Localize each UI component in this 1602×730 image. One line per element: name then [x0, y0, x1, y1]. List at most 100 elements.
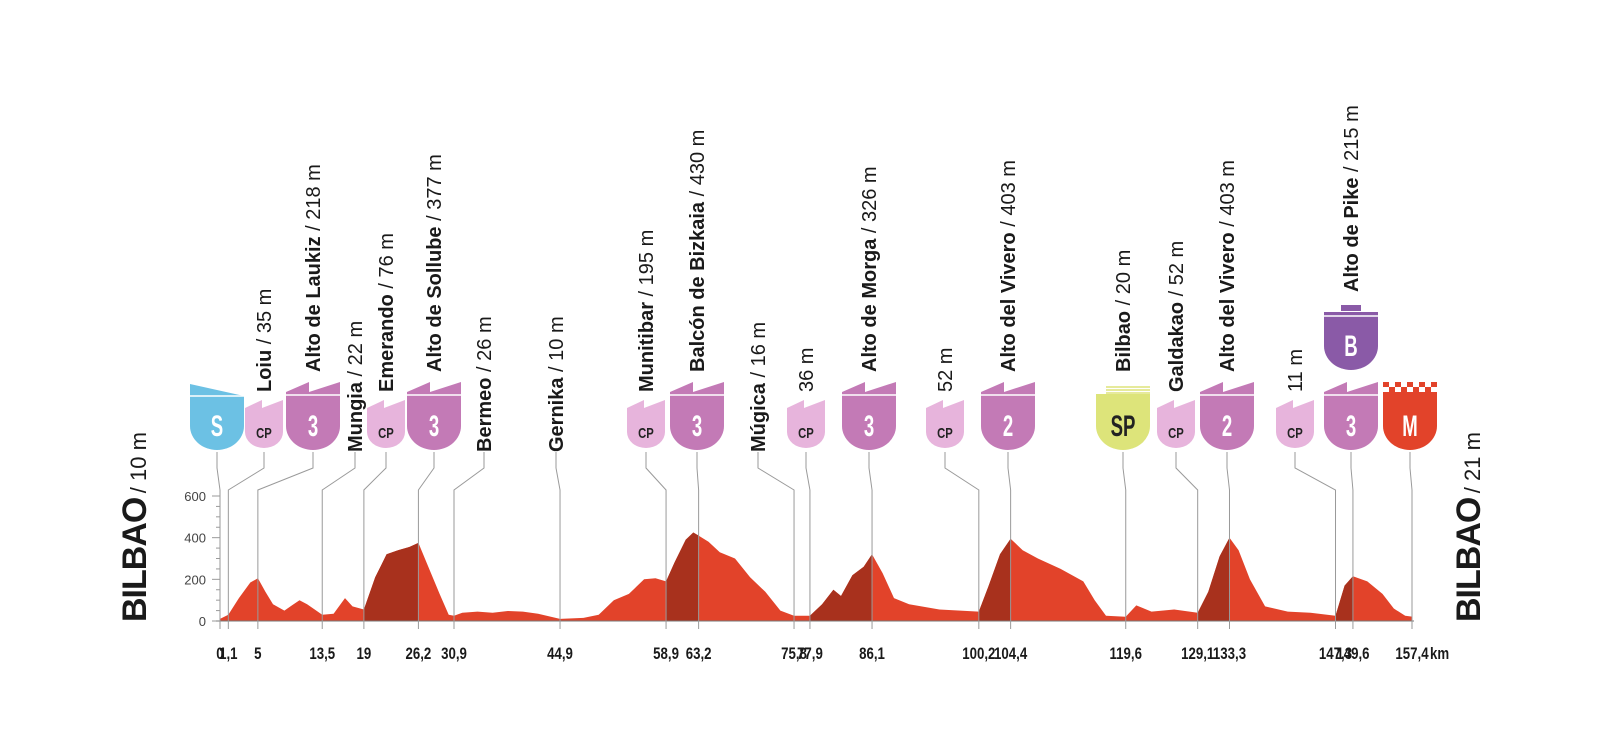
- waypoint-altitude: / 26 m: [474, 316, 496, 372]
- waypoint-altitude: / 218 m: [303, 164, 325, 231]
- waypoint-name: Alto de Sollube: [424, 221, 446, 372]
- badge-label: 3: [864, 410, 874, 444]
- waypoint-name: Alto de Morga: [859, 233, 881, 372]
- waypoint-label: Alto del Vivero / 403 m: [1217, 160, 1239, 372]
- leader-line: [868, 452, 873, 621]
- waypoint-altitude: / 403 m: [998, 160, 1020, 227]
- waypoint-label: Bilbao / 20 m: [1113, 250, 1135, 372]
- leader-line: [227, 452, 265, 621]
- waypoint-label: 52 m: [935, 348, 957, 392]
- checkpoint-badge-label: CP: [937, 424, 953, 441]
- climb-shaded-section: [978, 538, 1011, 621]
- x-tick-label: 77,9: [797, 645, 823, 664]
- leader-line: [321, 452, 356, 621]
- badge-label: M: [1402, 410, 1417, 444]
- elevation-profile-area: [220, 532, 1412, 621]
- finish-checker-square: [1395, 382, 1401, 387]
- x-tick-label: 157,4: [1395, 645, 1429, 664]
- checkpoint-badge-label: CP: [378, 424, 394, 441]
- waypoint-name: Alto de Pike: [1341, 172, 1363, 292]
- waypoint-altitude: / 16 m: [748, 322, 770, 378]
- x-tick-label: 100,2: [962, 645, 995, 664]
- x-tick-label: 129,1: [1181, 645, 1215, 664]
- waypoint-name: Alto de Laukiz: [303, 231, 325, 372]
- checkpoint-badge: [1157, 400, 1195, 448]
- leader-line: [805, 452, 811, 621]
- waypoint-name: Balcón de Bizkaia: [687, 196, 709, 372]
- waypoint-name: Emerando: [376, 289, 398, 392]
- bonus-badge: [1324, 312, 1378, 370]
- leader-line: [555, 452, 561, 621]
- waypoint-label: Alto de Sollube / 377 m: [424, 154, 446, 372]
- x-unit-label: km: [1430, 645, 1449, 664]
- checkpoint-badge-label: CP: [1168, 424, 1184, 441]
- leader-line: [1350, 452, 1354, 621]
- x-tick-label: 0: [216, 645, 223, 664]
- x-tick-label: 1,1: [219, 645, 238, 664]
- waypoint-label: Emerando / 76 m: [376, 233, 398, 392]
- badge-label: 2: [1222, 410, 1232, 444]
- leader-line: [1122, 452, 1127, 621]
- badge-label: S: [211, 410, 223, 444]
- leader-line: [257, 452, 314, 621]
- checkpoint-badge: [245, 400, 283, 448]
- checkpoint-badge: [1276, 400, 1314, 448]
- waypoint-label: Alto de Pike / 215 m: [1341, 105, 1363, 292]
- waypoint-label: 36 m: [796, 348, 818, 392]
- waypoint-altitude: / 195 m: [636, 230, 658, 297]
- checkpoint-badge-label: CP: [798, 424, 814, 441]
- leader-line: [363, 452, 387, 621]
- climb-category-badge: [1324, 382, 1378, 450]
- waypoint-label: Gernika / 10 m: [546, 316, 568, 452]
- leader-line: [757, 452, 795, 621]
- checkpoint-badge: [787, 400, 825, 448]
- checkpoint-badge-label: CP: [256, 424, 272, 441]
- leader-line: [1294, 452, 1337, 621]
- waypoint-altitude: 11 m: [1285, 349, 1307, 392]
- waypoint-altitude: / 377 m: [424, 154, 446, 221]
- waypoint-name: Bermeo: [474, 372, 496, 452]
- waypoint-name: Gernika: [546, 372, 568, 452]
- waypoint-name: Munitibar: [636, 296, 658, 392]
- x-tick-label: 86,1: [859, 645, 885, 664]
- checkpoint-badge: [627, 400, 665, 448]
- badge-label: SP: [1111, 410, 1136, 444]
- waypoint-altitude: / 403 m: [1217, 160, 1239, 227]
- finish-checker-square: [1383, 382, 1389, 387]
- x-tick-label: 149,6: [1336, 645, 1369, 664]
- x-tick-label: 26,2: [406, 645, 432, 664]
- finish-checker-square: [1401, 387, 1407, 392]
- waypoint-altitude: / 35 m: [254, 289, 276, 345]
- waypoint-altitude: / 76 m: [376, 233, 398, 289]
- waypoint-altitude: 36 m: [796, 348, 818, 392]
- waypoint-name: Bilbao: [1113, 305, 1135, 372]
- leader-line: [645, 452, 667, 621]
- leader-line: [1175, 452, 1199, 621]
- waypoint-altitude: / 10 m: [546, 316, 568, 372]
- badge-label: 3: [1346, 410, 1356, 444]
- leader-line: [1007, 452, 1012, 621]
- climb-shaded-section: [1197, 537, 1230, 621]
- finish-checker-square: [1419, 382, 1425, 387]
- climb-shaded-section: [666, 532, 699, 621]
- waypoint-altitude: / 215 m: [1341, 105, 1363, 172]
- waypoint-label: Bermeo / 26 m: [474, 316, 496, 452]
- x-tick-label: 5: [254, 645, 262, 664]
- x-tick-label: 104,4: [994, 645, 1028, 664]
- finish-checker-square: [1407, 382, 1413, 387]
- bonus-badge-cap: [1341, 305, 1361, 311]
- leader-line: [944, 452, 980, 621]
- waypoint-name: Alto del Vivero: [1217, 227, 1239, 372]
- waypoint-label: Munitibar / 195 m: [636, 230, 658, 392]
- leader-line: [216, 452, 221, 621]
- finish-checker-square: [1431, 382, 1437, 387]
- climb-category-badge: [670, 382, 724, 450]
- climb-category-badge: [407, 382, 461, 450]
- finish-checker-square: [1413, 387, 1419, 392]
- x-tick-label: 63,2: [686, 645, 712, 664]
- x-tick-label: 19: [357, 645, 372, 664]
- leader-line: [417, 452, 435, 621]
- checkpoint-badge-label: CP: [638, 424, 654, 441]
- x-tick-label: 75,8: [781, 645, 807, 664]
